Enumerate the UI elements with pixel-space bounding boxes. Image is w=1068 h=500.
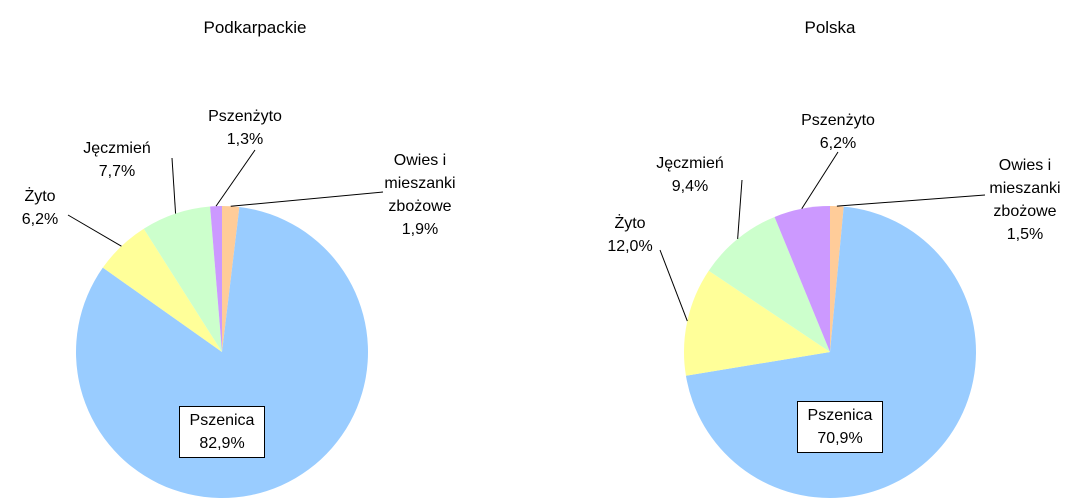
pie-slice: [210, 206, 222, 352]
slice-label: Owies i mieszanki zbożowe 1,9%: [370, 149, 470, 241]
slice-value: 9,4%: [671, 178, 709, 195]
slice-label: Pszenżyto 6,2%: [788, 109, 888, 155]
slice-label: Pszenżyto 1,3%: [195, 105, 295, 151]
chart-title: Podkarpackie: [203, 18, 307, 37]
pie-slice: [143, 206, 222, 352]
slice-name: Żyto: [614, 215, 646, 232]
slice-value: 1,3%: [226, 131, 264, 148]
slice-value: 82,9%: [199, 435, 245, 452]
chart-title: Polska: [804, 18, 856, 37]
leader-line: [659, 249, 688, 322]
slice-label: Jęczmień 9,4%: [640, 152, 740, 198]
leader-line: [737, 179, 743, 239]
leader-line: [171, 157, 177, 214]
slice-value: 1,9%: [401, 221, 439, 238]
slice-label: Jęczmień 7,7%: [67, 137, 167, 183]
pie-slice: [222, 206, 240, 352]
slice-label: Pszenica 82,9%: [179, 406, 265, 458]
slice-value: 6,2%: [21, 211, 59, 228]
leader-line: [215, 149, 256, 207]
pie-slice: [830, 206, 844, 352]
slice-value: 70,9%: [817, 430, 863, 447]
pie-slice: [684, 270, 830, 376]
pie-slice: [774, 206, 830, 352]
pie-slice: [75, 207, 368, 499]
slice-value: 6,2%: [819, 135, 857, 152]
pie-slice: [685, 206, 976, 498]
pie-slice: [102, 228, 222, 352]
slice-label: Pszenica 70,9%: [797, 401, 883, 453]
leader-line: [230, 191, 384, 207]
slice-label: Owies i mieszanki zbożowe 1,5%: [975, 154, 1068, 246]
slice-label: Żyto 12,0%: [580, 212, 680, 258]
slice-value: 1,5%: [1006, 226, 1044, 243]
leader-line: [67, 214, 122, 247]
slice-name: Owies i mieszanki zbożowe: [384, 152, 456, 215]
slice-name: Pszenżyto: [801, 112, 875, 129]
slice-value: 12,0%: [607, 238, 653, 255]
slice-name: Żyto: [24, 188, 56, 205]
slice-name: Jęczmień: [83, 140, 151, 157]
slice-name: Jęczmień: [656, 155, 724, 172]
leader-line: [836, 194, 986, 207]
slice-name: Pszenica: [189, 412, 255, 429]
leader-line: [801, 151, 839, 210]
slice-name: Owies i mieszanki zbożowe: [989, 157, 1061, 220]
slice-name: Pszenżyto: [208, 108, 282, 125]
slice-value: 7,7%: [98, 163, 136, 180]
slice-name: Pszenica: [807, 407, 873, 424]
pie-slice: [708, 216, 830, 352]
slice-label: Żyto 6,2%: [0, 185, 90, 231]
